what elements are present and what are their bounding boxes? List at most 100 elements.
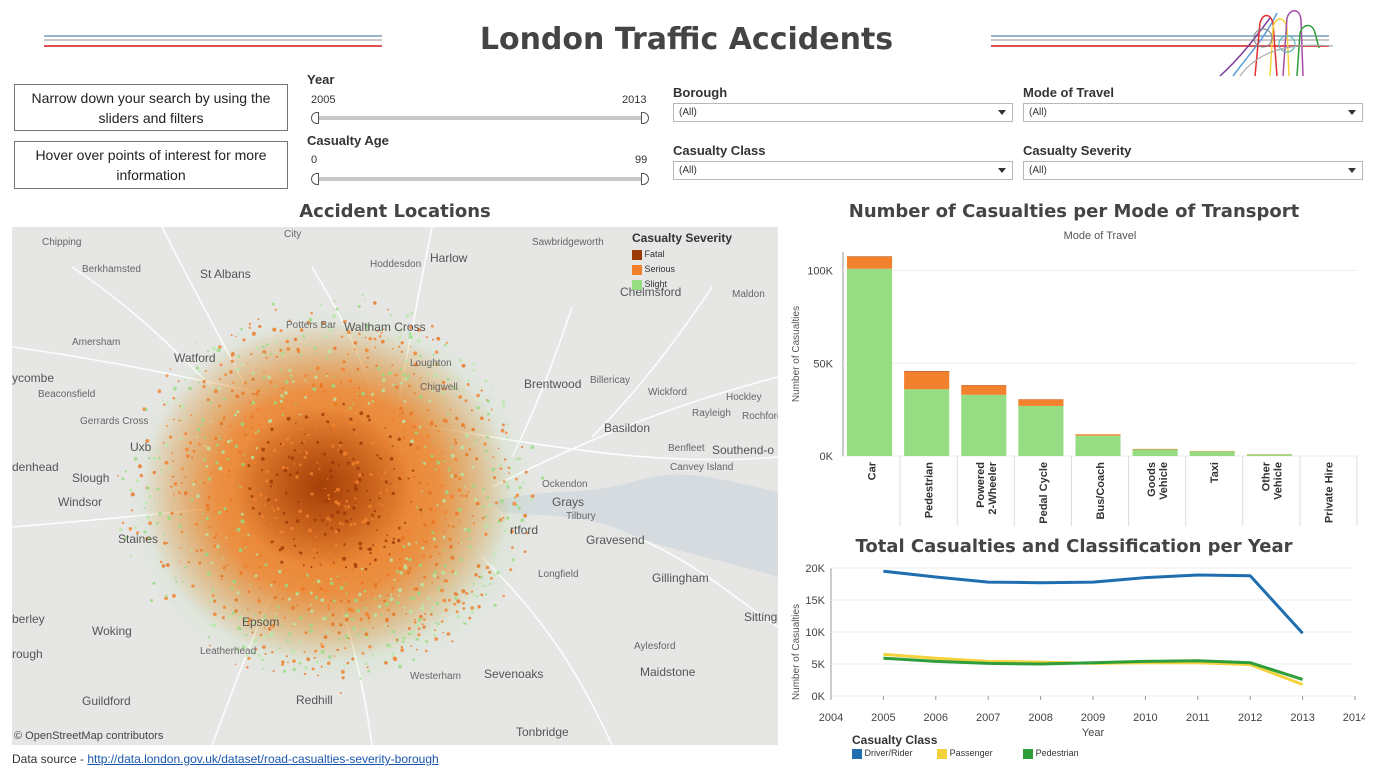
- accident-point: [276, 507, 280, 511]
- accident-point: [413, 475, 416, 479]
- accident-point: [358, 311, 361, 314]
- accident-point: [400, 547, 405, 552]
- casualty-class-select[interactable]: (All): [673, 161, 1013, 180]
- accident-point: [270, 353, 273, 356]
- accident-point: [489, 582, 492, 586]
- accident-point: [484, 584, 487, 587]
- accident-point: [369, 559, 373, 562]
- year-min-value: 2005: [311, 94, 336, 106]
- year-slider-track[interactable]: [315, 116, 645, 120]
- accident-point: [146, 486, 150, 490]
- age-slider-track[interactable]: [315, 177, 645, 181]
- accident-point: [388, 435, 392, 439]
- accident-point: [315, 366, 320, 371]
- accident-point: [202, 385, 206, 389]
- map-place-label: Staines: [118, 532, 159, 546]
- accident-point: [410, 439, 414, 444]
- legend-item-serious[interactable]: Serious: [632, 262, 732, 277]
- map-place-label: Southend-o: [712, 443, 775, 457]
- borough-select[interactable]: (All): [673, 103, 1013, 122]
- legend-item-slight[interactable]: Slight: [632, 277, 732, 292]
- accident-point: [205, 532, 209, 536]
- accident-point: [331, 622, 335, 627]
- legend-item-fatal[interactable]: Fatal: [632, 247, 732, 262]
- accident-point: [390, 631, 393, 634]
- accident-point: [431, 581, 434, 584]
- year-slider-max-handle[interactable]: [641, 112, 649, 124]
- accident-point: [396, 641, 399, 643]
- accident-point: [312, 554, 316, 558]
- year-slider-min-handle[interactable]: [311, 112, 319, 124]
- accident-map[interactable]: City Chipping Sawbridgeworth Berkhamsted…: [12, 227, 778, 745]
- accident-point: [445, 420, 448, 424]
- accident-point: [358, 592, 362, 597]
- age-slider-min-handle[interactable]: [311, 173, 319, 185]
- accident-point: [407, 542, 411, 546]
- map-place-label: Amersham: [72, 337, 121, 348]
- accident-point: [206, 398, 210, 402]
- accident-point: [236, 410, 240, 414]
- bar-segment: [1246, 454, 1292, 456]
- accident-point: [235, 471, 238, 474]
- accident-point: [330, 526, 334, 530]
- accident-point: [484, 456, 488, 459]
- accident-point: [321, 412, 325, 417]
- accident-point: [380, 653, 383, 657]
- casualty-severity-select[interactable]: (All): [1023, 161, 1363, 180]
- accident-point: [483, 525, 487, 529]
- accident-point: [365, 662, 369, 666]
- accident-point: [493, 476, 496, 480]
- accident-point: [136, 531, 139, 535]
- accident-point: [261, 447, 265, 452]
- accident-point: [489, 476, 492, 480]
- accident-point: [281, 660, 285, 664]
- accident-point: [332, 599, 336, 603]
- accident-point: [266, 385, 269, 388]
- accident-point: [388, 553, 391, 555]
- accident-point: [143, 530, 147, 534]
- accident-point: [270, 584, 273, 587]
- map-place-label: Epsom: [242, 615, 280, 629]
- accident-point: [364, 299, 367, 302]
- accident-point: [476, 547, 479, 550]
- legend-label-passenger: Passenger: [949, 748, 993, 758]
- bar-segment: [1189, 451, 1235, 456]
- age-slider-max-handle[interactable]: [641, 173, 649, 185]
- legend-item-passenger[interactable]: Passenger: [937, 748, 993, 759]
- accident-point: [234, 444, 238, 448]
- accident-point: [290, 441, 294, 445]
- accident-point: [457, 379, 460, 381]
- accident-point: [455, 610, 459, 614]
- map-place-label: Windsor: [58, 495, 103, 509]
- accident-point: [317, 674, 320, 677]
- data-source-link[interactable]: http://data.london.gov.uk/dataset/road-c…: [87, 752, 439, 766]
- accident-point: [279, 348, 283, 352]
- accident-point: [502, 423, 505, 427]
- accident-point: [451, 640, 454, 643]
- accident-point: [389, 558, 394, 562]
- accident-point: [368, 621, 371, 623]
- accident-point: [330, 577, 333, 581]
- accident-point: [366, 356, 369, 359]
- accident-point: [178, 515, 182, 518]
- casualty-severity-filter-label: Casualty Severity: [1023, 143, 1132, 158]
- accident-point: [266, 440, 270, 444]
- accident-point: [305, 613, 308, 616]
- accident-point: [326, 523, 328, 526]
- line-chart[interactable]: 0K 5K 10K 15K 20K 2004 2005 2006 2007 2008 2009 201…: [785, 560, 1365, 742]
- accident-point: [384, 539, 388, 543]
- accident-point: [353, 387, 356, 390]
- mode-select[interactable]: (All): [1023, 103, 1363, 122]
- accident-point: [408, 528, 411, 531]
- legend-item-driver[interactable]: Driver/Rider: [852, 748, 913, 759]
- accident-point: [243, 541, 247, 546]
- help-hover-text: Hover over points of interest for more i…: [35, 147, 267, 183]
- bar-chart[interactable]: 0K 50K 100K Number of Casualties Car Pedestri…: [785, 244, 1365, 530]
- accident-point: [342, 412, 345, 416]
- accident-point: [286, 638, 290, 642]
- accident-point: [240, 422, 245, 426]
- accident-point: [179, 547, 182, 549]
- accident-point: [251, 400, 256, 405]
- legend-item-pedestrian[interactable]: Pedestrian: [1023, 748, 1079, 759]
- accident-point: [292, 667, 296, 672]
